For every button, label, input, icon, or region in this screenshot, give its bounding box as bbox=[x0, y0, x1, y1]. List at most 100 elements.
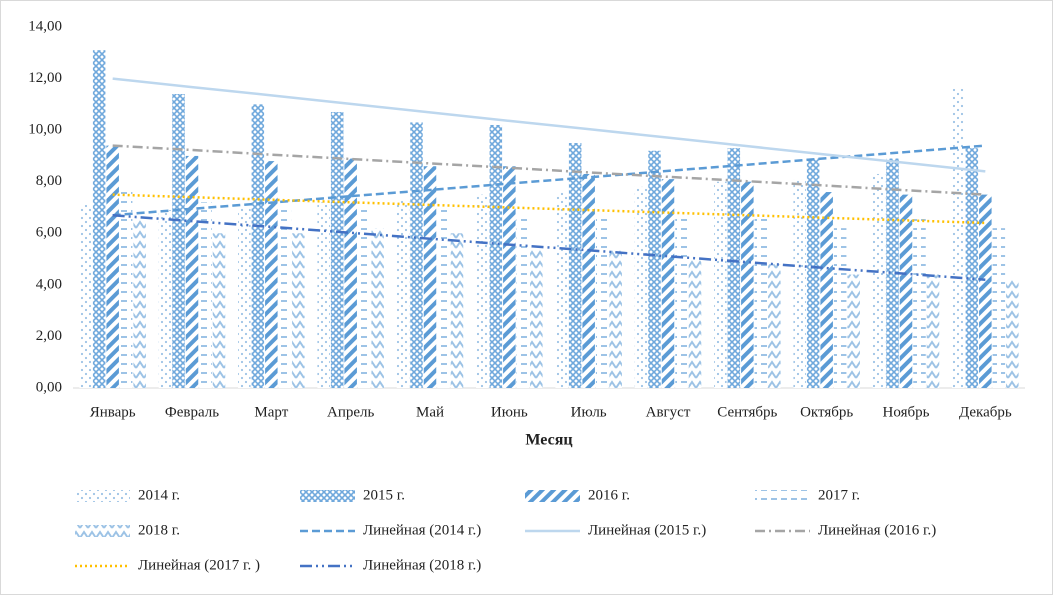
legend-label: Линейная (2017 г. ) bbox=[138, 557, 260, 573]
bar bbox=[582, 173, 595, 388]
bar bbox=[768, 264, 781, 388]
bar bbox=[106, 145, 119, 388]
legend-marker bbox=[75, 525, 130, 537]
bar bbox=[661, 179, 675, 388]
bar bbox=[516, 217, 530, 388]
x-axis-title: Месяц bbox=[525, 432, 572, 449]
x-tick-label: Апрель bbox=[327, 404, 375, 420]
x-tick-label: Август bbox=[646, 404, 691, 420]
legend-label: 2017 г. bbox=[818, 487, 860, 503]
bar bbox=[952, 88, 965, 388]
bar bbox=[317, 202, 330, 388]
bar bbox=[489, 124, 503, 388]
bar bbox=[330, 112, 344, 388]
bar bbox=[872, 173, 886, 388]
bar bbox=[754, 217, 768, 388]
bar bbox=[172, 94, 185, 389]
bar bbox=[886, 158, 899, 388]
bar bbox=[199, 202, 212, 388]
legend-marker bbox=[525, 490, 580, 502]
x-tick-label: Ноябрь bbox=[883, 404, 930, 420]
x-tick-label: Март bbox=[254, 404, 288, 420]
x-tick-label: Сентябрь bbox=[717, 404, 777, 420]
bar bbox=[133, 217, 146, 388]
bar bbox=[344, 158, 357, 388]
bar bbox=[899, 194, 913, 388]
bar bbox=[568, 143, 582, 388]
bar bbox=[79, 204, 92, 388]
bar bbox=[476, 194, 489, 388]
y-tick-label: 2,00 bbox=[36, 328, 62, 344]
trend-line bbox=[112, 213, 986, 281]
bar bbox=[1006, 279, 1019, 388]
x-tick-label: Январь bbox=[90, 404, 136, 420]
bar bbox=[450, 233, 464, 388]
trend-line bbox=[112, 144, 986, 217]
bar bbox=[634, 186, 648, 388]
y-tick-label: 12,00 bbox=[28, 70, 62, 86]
bar bbox=[688, 259, 702, 388]
bar bbox=[741, 181, 754, 388]
bar bbox=[410, 122, 423, 389]
bar bbox=[119, 186, 133, 388]
bar bbox=[158, 210, 172, 388]
legend-marker bbox=[300, 490, 355, 502]
y-tick-label: 6,00 bbox=[36, 225, 62, 241]
x-tick-label: Февраль bbox=[165, 404, 219, 420]
bar bbox=[714, 181, 727, 388]
bar bbox=[913, 212, 926, 388]
legend-label: Линейная (2015 г.) bbox=[588, 522, 706, 538]
bar bbox=[251, 104, 265, 388]
legend-marker bbox=[755, 490, 810, 502]
bar bbox=[648, 150, 661, 388]
y-tick-label: 4,00 bbox=[36, 276, 62, 292]
y-tick-label: 0,00 bbox=[36, 379, 62, 395]
bar bbox=[793, 179, 806, 388]
x-tick-label: Май bbox=[416, 404, 444, 420]
bar bbox=[278, 207, 292, 388]
bar bbox=[185, 155, 199, 388]
bar bbox=[357, 207, 371, 388]
bar bbox=[992, 228, 1006, 388]
bar bbox=[265, 161, 278, 388]
bar bbox=[423, 166, 437, 388]
bar bbox=[675, 212, 688, 388]
bar bbox=[92, 50, 106, 388]
bar bbox=[847, 274, 860, 388]
bar bbox=[238, 207, 251, 388]
x-tick-label: Декабрь bbox=[959, 404, 1012, 420]
bar bbox=[979, 194, 992, 388]
bar bbox=[212, 233, 226, 388]
bar bbox=[806, 158, 820, 388]
legend-label: 2018 г. bbox=[138, 522, 180, 538]
x-tick-label: Октябрь bbox=[800, 404, 853, 420]
bar bbox=[503, 166, 516, 388]
legend-label: Линейная (2014 г.) bbox=[363, 522, 481, 538]
legend-label: 2015 г. bbox=[363, 487, 405, 503]
bar bbox=[965, 148, 979, 388]
trend-line bbox=[112, 193, 986, 225]
legend-label: 2016 г. bbox=[588, 487, 630, 503]
y-tick-label: 8,00 bbox=[36, 173, 62, 189]
bar bbox=[609, 248, 622, 388]
bar bbox=[727, 148, 741, 388]
trend-line bbox=[112, 77, 986, 173]
bar bbox=[926, 274, 940, 388]
x-tick-label: Июнь bbox=[491, 404, 528, 420]
y-tick-label: 10,00 bbox=[28, 122, 62, 138]
y-tick-label: 14,00 bbox=[28, 18, 62, 34]
bar bbox=[371, 228, 384, 388]
legend-label: Линейная (2018 г.) bbox=[363, 557, 481, 573]
bar bbox=[292, 233, 305, 388]
x-tick-label: Июль bbox=[571, 404, 607, 420]
bar bbox=[396, 199, 410, 388]
bar bbox=[530, 248, 543, 388]
bar bbox=[820, 192, 833, 388]
bar bbox=[437, 207, 450, 388]
bar bbox=[595, 217, 609, 388]
bar bbox=[833, 228, 847, 388]
bar bbox=[555, 192, 568, 388]
legend-marker bbox=[75, 490, 130, 502]
